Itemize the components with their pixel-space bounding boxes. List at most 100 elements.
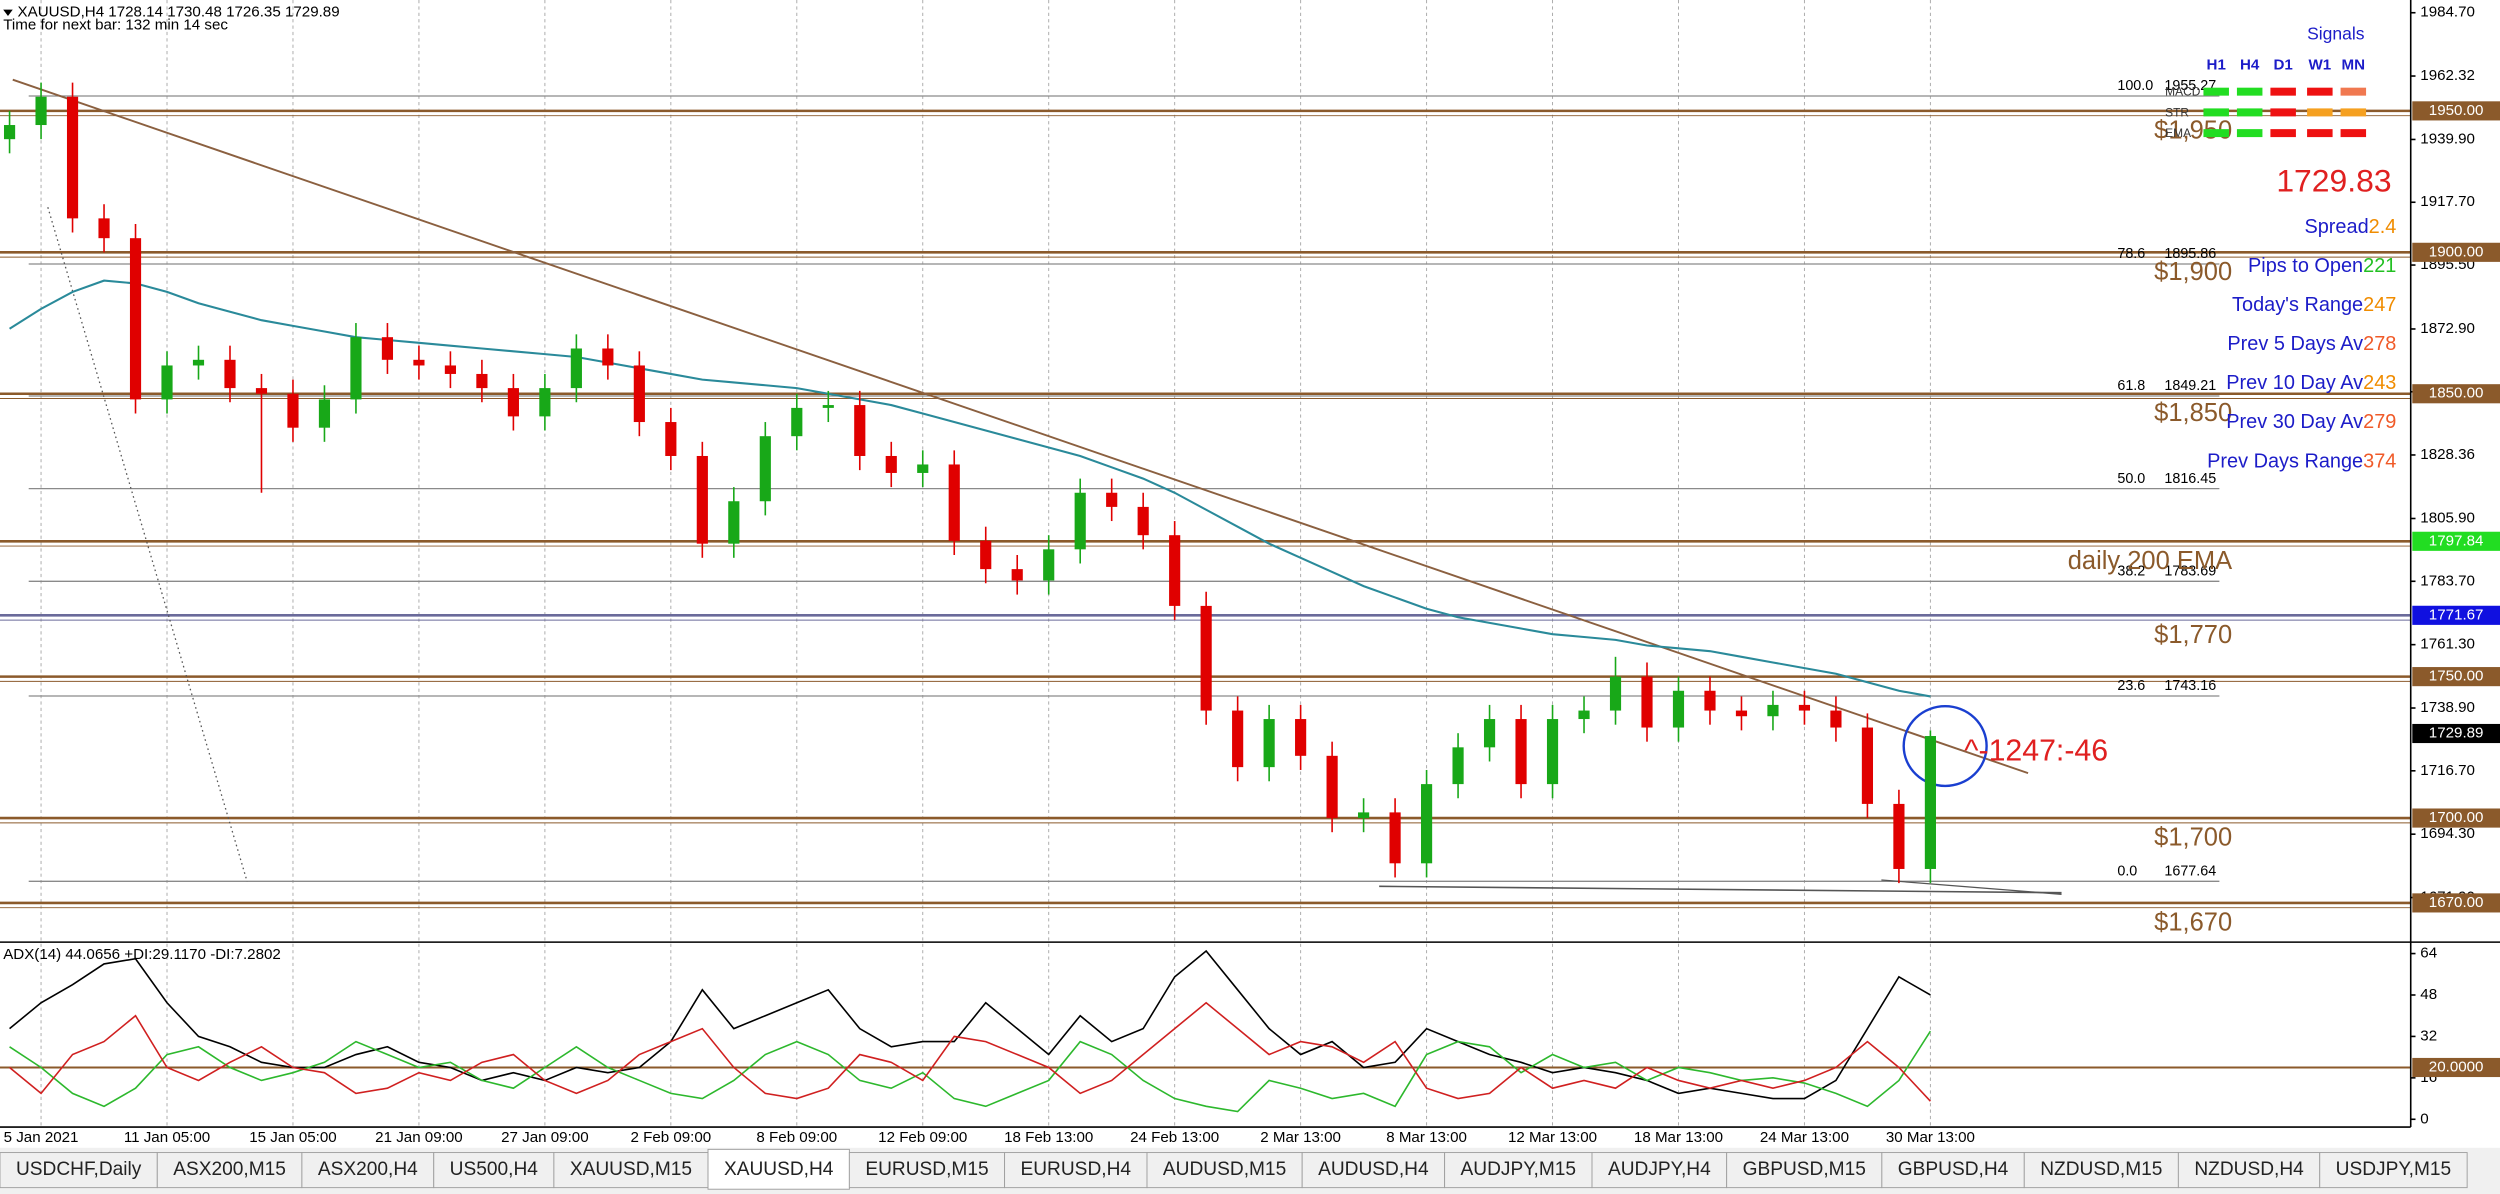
candle-body xyxy=(1326,755,1338,819)
tab[interactable]: ASX200,M15 xyxy=(156,1152,303,1189)
trendline xyxy=(12,78,2029,775)
tab[interactable]: USDJPY,M15 xyxy=(2319,1152,2468,1189)
tab[interactable]: GBPUSD,H4 xyxy=(1881,1152,2025,1189)
price-tag xyxy=(2412,605,2500,625)
price-tag-label: 1771.67 xyxy=(2429,606,2484,623)
price-tag-label: 1900.00 xyxy=(2429,243,2484,260)
candle-body xyxy=(66,96,79,219)
stat-line: Today's Range247 xyxy=(2232,294,2396,316)
signal-column: W1 xyxy=(2308,56,2331,73)
tab-bg[interactable] xyxy=(2319,1152,2468,1189)
stat-label: Pips to Open xyxy=(2248,255,2363,277)
tab[interactable]: EURUSD,H4 xyxy=(1004,1152,1148,1189)
adx-level-tag xyxy=(2412,1057,2500,1078)
tab-label[interactable]: GBPUSD,M15 xyxy=(1743,1159,1866,1180)
y-tick-label: 1761.30 xyxy=(2420,636,2475,653)
tab[interactable]: AUDJPY,H4 xyxy=(1591,1152,1728,1189)
tab-bg[interactable] xyxy=(2177,1152,2321,1189)
tab-bg[interactable] xyxy=(1726,1152,1883,1189)
tab[interactable]: GBPUSD,M15 xyxy=(1726,1152,1883,1189)
signal-cell xyxy=(2340,87,2367,96)
tab-label[interactable]: XAUUSD,H4 xyxy=(724,1159,834,1180)
tab-label[interactable]: EURUSD,M15 xyxy=(865,1159,988,1180)
candle-body xyxy=(507,388,519,417)
candle-body xyxy=(1609,676,1622,711)
tab[interactable]: US500,H4 xyxy=(433,1152,555,1189)
tab-bg[interactable] xyxy=(553,1152,709,1189)
stat-line: Prev 10 Day Av243 xyxy=(2226,372,2396,394)
candle-body xyxy=(98,218,110,239)
tab-bg[interactable] xyxy=(1301,1152,1446,1189)
candle-body xyxy=(1735,710,1748,717)
tab-label[interactable]: XAUUSD,M15 xyxy=(570,1159,692,1180)
tab[interactable]: AUDUSD,H4 xyxy=(1301,1152,1446,1189)
tab[interactable]: XAUUSD,H4 xyxy=(707,1148,850,1190)
candle-body xyxy=(1263,719,1275,768)
fib-price: 1783.69 xyxy=(2164,564,2216,580)
stat-label: Prev Days Range xyxy=(2207,451,2363,473)
tab-bg[interactable] xyxy=(156,1152,303,1189)
grid-layer xyxy=(0,0,2411,1128)
tab-bg[interactable] xyxy=(1444,1152,1593,1189)
candle-body xyxy=(1893,803,1905,869)
tab-label[interactable]: AUDJPY,H4 xyxy=(1608,1159,1711,1180)
tab-label[interactable]: US500,H4 xyxy=(450,1159,539,1180)
level-note: $1,770 xyxy=(2154,621,2232,649)
tab-bg[interactable] xyxy=(1591,1152,1728,1189)
tab-bg[interactable] xyxy=(301,1152,435,1189)
candle-body xyxy=(161,365,173,400)
price-tag xyxy=(2412,531,2500,551)
tab-label[interactable]: NZDUSD,M15 xyxy=(2040,1159,2162,1180)
tab[interactable]: NZDUSD,M15 xyxy=(2023,1152,2179,1189)
tab-label[interactable]: AUDJPY,M15 xyxy=(1461,1159,1577,1180)
signals-title: Signals xyxy=(2307,24,2365,44)
tab-label[interactable]: AUDUSD,H4 xyxy=(1318,1159,1429,1180)
y-tick-label: 1939.90 xyxy=(2420,130,2475,147)
tab-bg[interactable] xyxy=(1881,1152,2025,1189)
tab[interactable]: EURUSD,M15 xyxy=(848,1152,1006,1189)
adx-line xyxy=(9,949,1931,1100)
stat-value: 221 xyxy=(2363,255,2396,277)
menu-arrow xyxy=(3,9,13,16)
x-tick-label: 2 Feb 09:00 xyxy=(630,1129,711,1146)
y-tick-label: 1738.90 xyxy=(2420,699,2475,716)
tab-label[interactable]: NZDUSD,H4 xyxy=(2194,1159,2304,1180)
tab-label[interactable]: EURUSD,H4 xyxy=(1021,1159,1132,1180)
candle-body xyxy=(728,501,740,544)
candle-body xyxy=(822,405,834,408)
tab[interactable]: ASX200,H4 xyxy=(301,1152,435,1189)
candle-body xyxy=(980,540,992,570)
fib-level: 100.0 xyxy=(2117,78,2153,94)
candle-body xyxy=(1043,549,1055,581)
candle-body xyxy=(696,455,708,544)
tab-bg[interactable] xyxy=(707,1148,850,1190)
tab[interactable]: AUDJPY,M15 xyxy=(1444,1152,1593,1189)
level-note: $1,900 xyxy=(2154,258,2232,286)
y-tick-label: 48 xyxy=(2420,986,2437,1003)
candle-body xyxy=(1830,710,1842,728)
candle-body xyxy=(791,407,803,437)
tab[interactable]: XAUUSD,M15 xyxy=(553,1152,709,1189)
tab[interactable]: NZDUSD,H4 xyxy=(2177,1152,2321,1189)
tab-label[interactable]: ASX200,H4 xyxy=(318,1159,418,1180)
tab-label[interactable]: GBPUSD,H4 xyxy=(1898,1159,2009,1180)
price-tag-label: 1797.84 xyxy=(2429,532,2484,549)
tab[interactable]: USDCHF,Daily xyxy=(0,1152,158,1189)
tab-bg[interactable] xyxy=(433,1152,555,1189)
tab-label[interactable]: USDJPY,M15 xyxy=(2336,1159,2452,1180)
tab-bg[interactable] xyxy=(0,1152,158,1189)
tab-bg[interactable] xyxy=(1146,1152,1303,1189)
fib-level: 23.6 xyxy=(2117,678,2145,694)
candle-body xyxy=(539,388,551,417)
tab-bg[interactable] xyxy=(1004,1152,1148,1189)
tab[interactable]: AUDUSD,M15 xyxy=(1146,1152,1303,1189)
signal-row: EMA xyxy=(2165,126,2191,140)
tab-label[interactable]: ASX200,M15 xyxy=(173,1159,286,1180)
y-tick-label: 1872.90 xyxy=(2420,320,2475,337)
tab-bg[interactable] xyxy=(2023,1152,2179,1189)
tab-label[interactable]: AUDUSD,M15 xyxy=(1163,1159,1286,1180)
price-tag xyxy=(2412,808,2500,828)
tab-label[interactable]: USDCHF,Daily xyxy=(16,1159,142,1180)
signal-cell xyxy=(2203,129,2229,138)
